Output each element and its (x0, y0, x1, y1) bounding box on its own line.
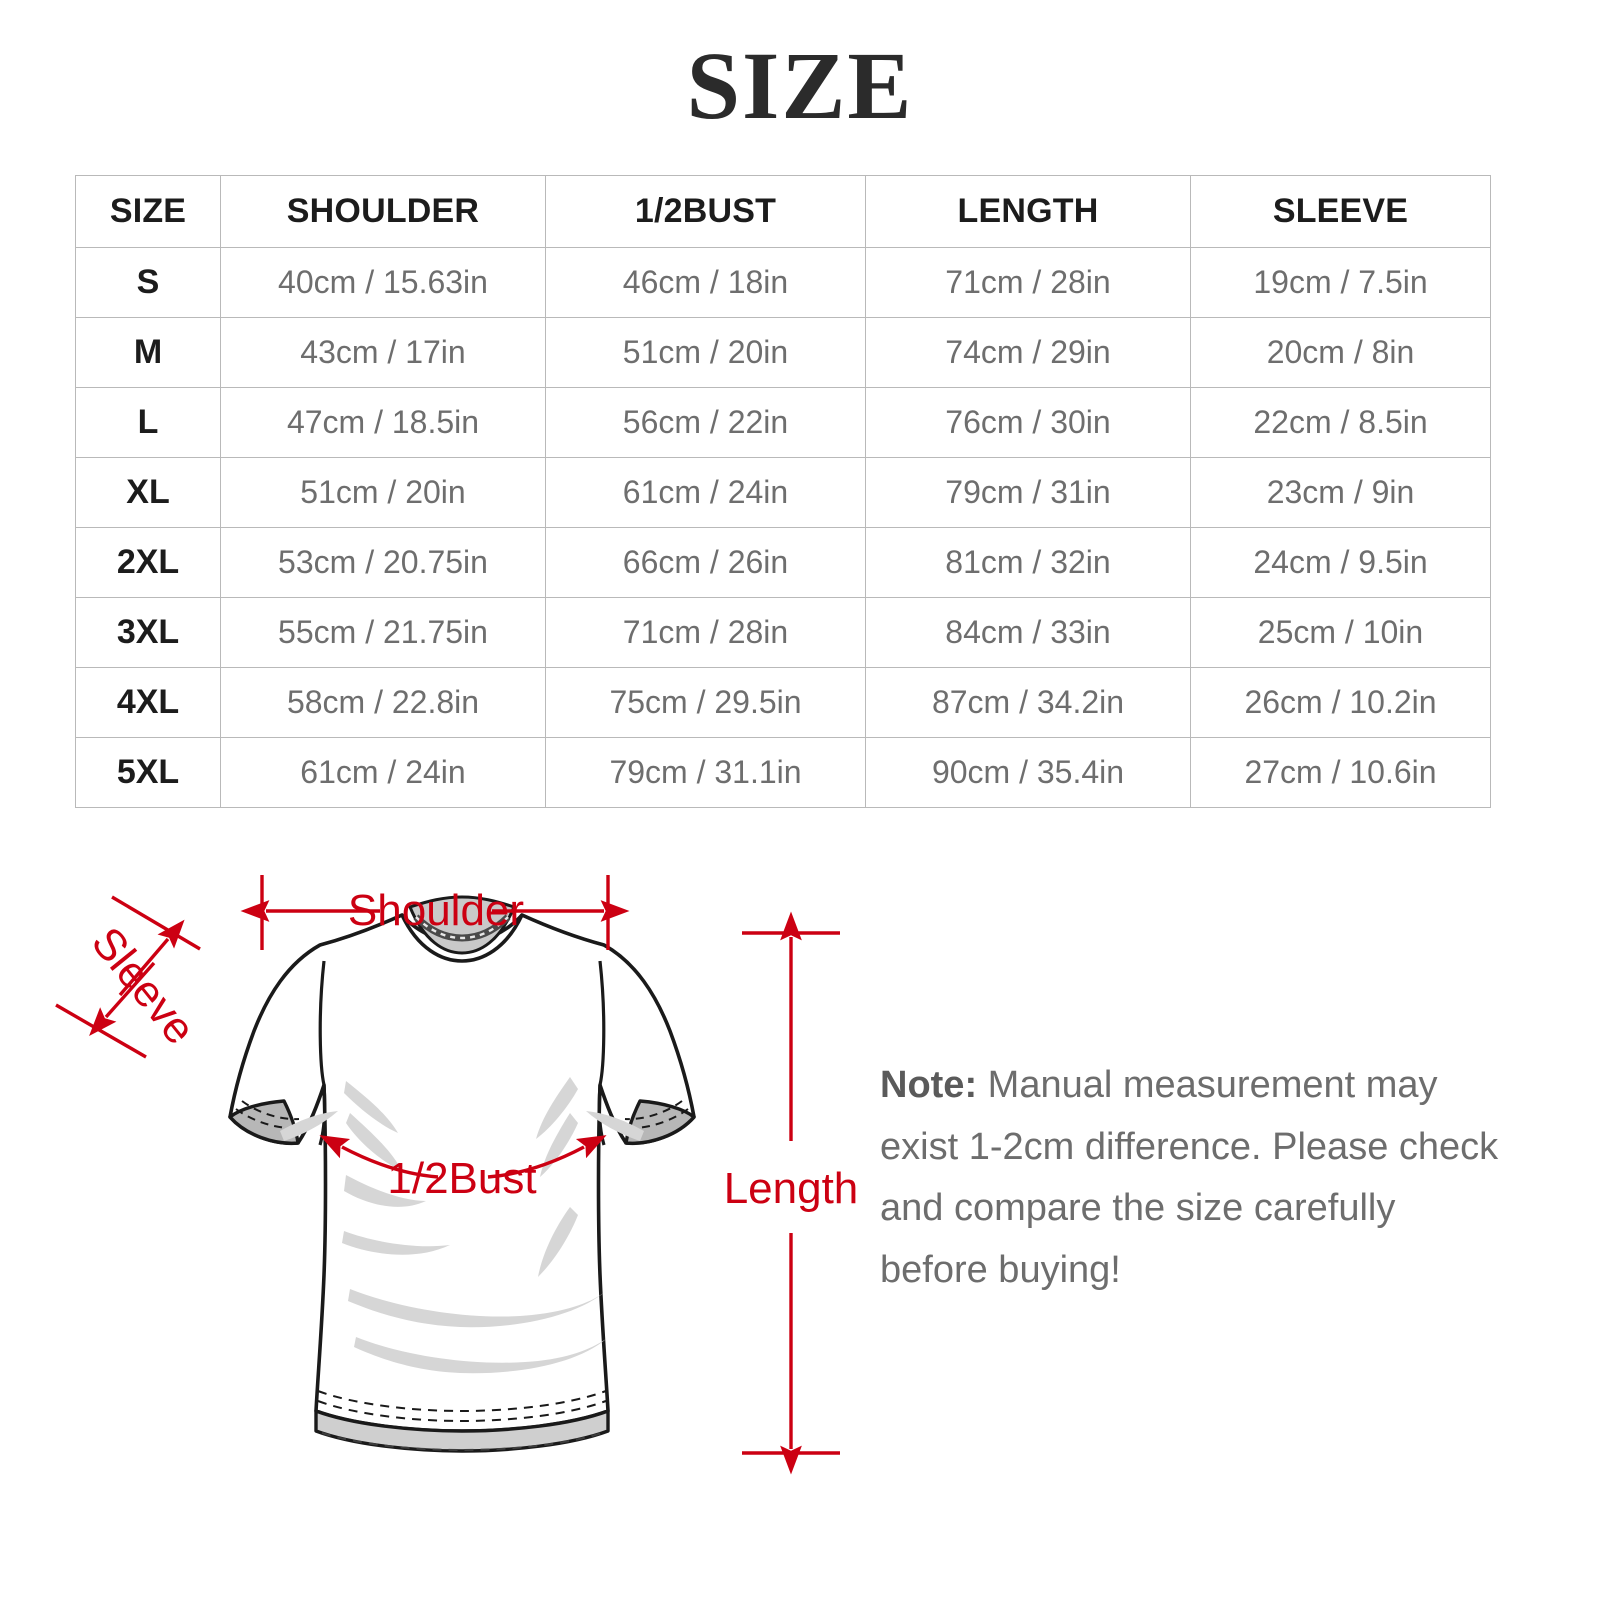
column-header-shoulder: SHOULDER (220, 175, 546, 248)
column-header-sleeve: SLEEVE (1190, 175, 1491, 248)
column-header-bust: 1/2BUST (545, 175, 866, 248)
table-row: 2XL 53cm / 20.75in 66cm / 26in 81cm / 32… (75, 527, 1491, 598)
cell-shoulder: 53cm / 20.75in (220, 527, 546, 598)
table-row: S 40cm / 15.63in 46cm / 18in 71cm / 28in… (75, 247, 1491, 318)
cell-bust: 66cm / 26in (545, 527, 866, 598)
cell-length: 81cm / 32in (865, 527, 1191, 598)
cell-sleeve: 20cm / 8in (1190, 317, 1491, 388)
table-header-row: SIZE SHOULDER 1/2BUST LENGTH SLEEVE (75, 175, 1491, 248)
cell-shoulder: 47cm / 18.5in (220, 387, 546, 458)
note-text: Manual measurement may exist 1-2cm diffe… (880, 1064, 1499, 1291)
note-label: Note: (880, 1064, 978, 1106)
cell-sleeve: 23cm / 9in (1190, 457, 1491, 528)
sleeve-label: Sleeve (82, 918, 205, 1053)
cell-bust: 71cm / 28in (545, 597, 866, 668)
cell-size: 2XL (75, 527, 221, 598)
cell-length: 76cm / 30in (865, 387, 1191, 458)
cell-sleeve: 22cm / 8.5in (1190, 387, 1491, 458)
page-title: SIZE (686, 32, 914, 139)
cell-length: 84cm / 33in (865, 597, 1191, 668)
table-row: L 47cm / 18.5in 56cm / 22in 76cm / 30in … (75, 387, 1491, 458)
table-row: M 43cm / 17in 51cm / 20in 74cm / 29in 20… (75, 317, 1491, 388)
cell-bust: 56cm / 22in (545, 387, 866, 458)
tshirt-measurement-diagram: Shoulder Sleeve 1/2Bust Length (50, 845, 870, 1565)
cell-bust: 46cm / 18in (545, 247, 866, 318)
cell-sleeve: 26cm / 10.2in (1190, 667, 1491, 738)
table-row: 4XL 58cm / 22.8in 75cm / 29.5in 87cm / 3… (75, 667, 1491, 738)
cell-size: XL (75, 457, 221, 528)
cell-shoulder: 40cm / 15.63in (220, 247, 546, 318)
cell-shoulder: 55cm / 21.75in (220, 597, 546, 668)
cell-length: 87cm / 34.2in (865, 667, 1191, 738)
cell-sleeve: 25cm / 10in (1190, 597, 1491, 668)
size-table: SIZE SHOULDER 1/2BUST LENGTH SLEEVE S 40… (75, 175, 1491, 808)
column-header-size: SIZE (75, 175, 221, 248)
cell-size: 3XL (75, 597, 221, 668)
cell-length: 90cm / 35.4in (865, 737, 1191, 808)
cell-bust: 51cm / 20in (545, 317, 866, 388)
cell-sleeve: 27cm / 10.6in (1190, 737, 1491, 808)
cell-bust: 61cm / 24in (545, 457, 866, 528)
cell-bust: 79cm / 31.1in (545, 737, 866, 808)
cell-length: 79cm / 31in (865, 457, 1191, 528)
cell-size: L (75, 387, 221, 458)
cell-sleeve: 24cm / 9.5in (1190, 527, 1491, 598)
cell-length: 71cm / 28in (865, 247, 1191, 318)
table-row: 5XL 61cm / 24in 79cm / 31.1in 90cm / 35.… (75, 737, 1491, 808)
cell-sleeve: 19cm / 7.5in (1190, 247, 1491, 318)
cell-length: 74cm / 29in (865, 317, 1191, 388)
table-row: 3XL 55cm / 21.75in 71cm / 28in 84cm / 33… (75, 597, 1491, 668)
column-header-length: LENGTH (865, 175, 1191, 248)
cell-shoulder: 51cm / 20in (220, 457, 546, 528)
cell-size: 5XL (75, 737, 221, 808)
length-label: Length (724, 1164, 859, 1213)
cell-shoulder: 43cm / 17in (220, 317, 546, 388)
cell-size: 4XL (75, 667, 221, 738)
cell-size: M (75, 317, 221, 388)
shoulder-label: Shoulder (348, 886, 524, 935)
cell-size: S (75, 247, 221, 318)
note-block: Note: Manual measurement may exist 1-2cm… (880, 1055, 1510, 1301)
table-row: XL 51cm / 20in 61cm / 24in 79cm / 31in 2… (75, 457, 1491, 528)
bust-label: 1/2Bust (387, 1154, 536, 1203)
cell-shoulder: 58cm / 22.8in (220, 667, 546, 738)
cell-shoulder: 61cm / 24in (220, 737, 546, 808)
cell-bust: 75cm / 29.5in (545, 667, 866, 738)
